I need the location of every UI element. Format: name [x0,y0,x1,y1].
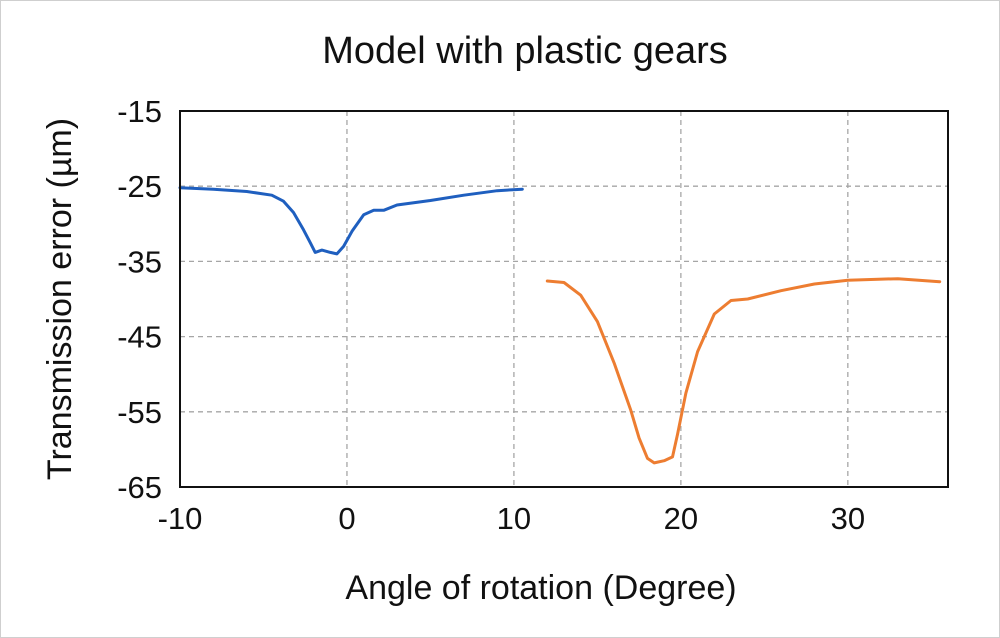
y-tick-label: -15 [117,94,162,129]
x-tick-label: 20 [664,501,698,536]
data-series [178,186,942,465]
y-axis-ticks: -15 -25 -35 -45 -55 -65 [117,94,162,505]
series-line-1 [178,186,524,256]
y-tick-label: -45 [117,320,162,355]
y-tick-label: -35 [117,244,162,279]
x-axis-title: Angle of rotation (Degree) [345,569,736,607]
plot-area-border [179,110,949,488]
x-tick-label: 0 [338,501,355,536]
grid-lines [180,111,948,487]
x-tick-label: -10 [158,501,203,536]
y-tick-label: -25 [117,169,162,204]
y-tick-label: -55 [117,395,162,430]
x-tick-label: 10 [497,501,531,536]
x-axis-ticks: -10 0 10 20 30 [158,501,865,536]
y-axis-title: Transmission error (µm) [41,118,79,480]
x-tick-label: 30 [831,501,865,536]
series-line-2 [545,277,942,465]
y-tick-label: -65 [117,470,162,505]
chart-title: Model with plastic gears [322,30,728,72]
